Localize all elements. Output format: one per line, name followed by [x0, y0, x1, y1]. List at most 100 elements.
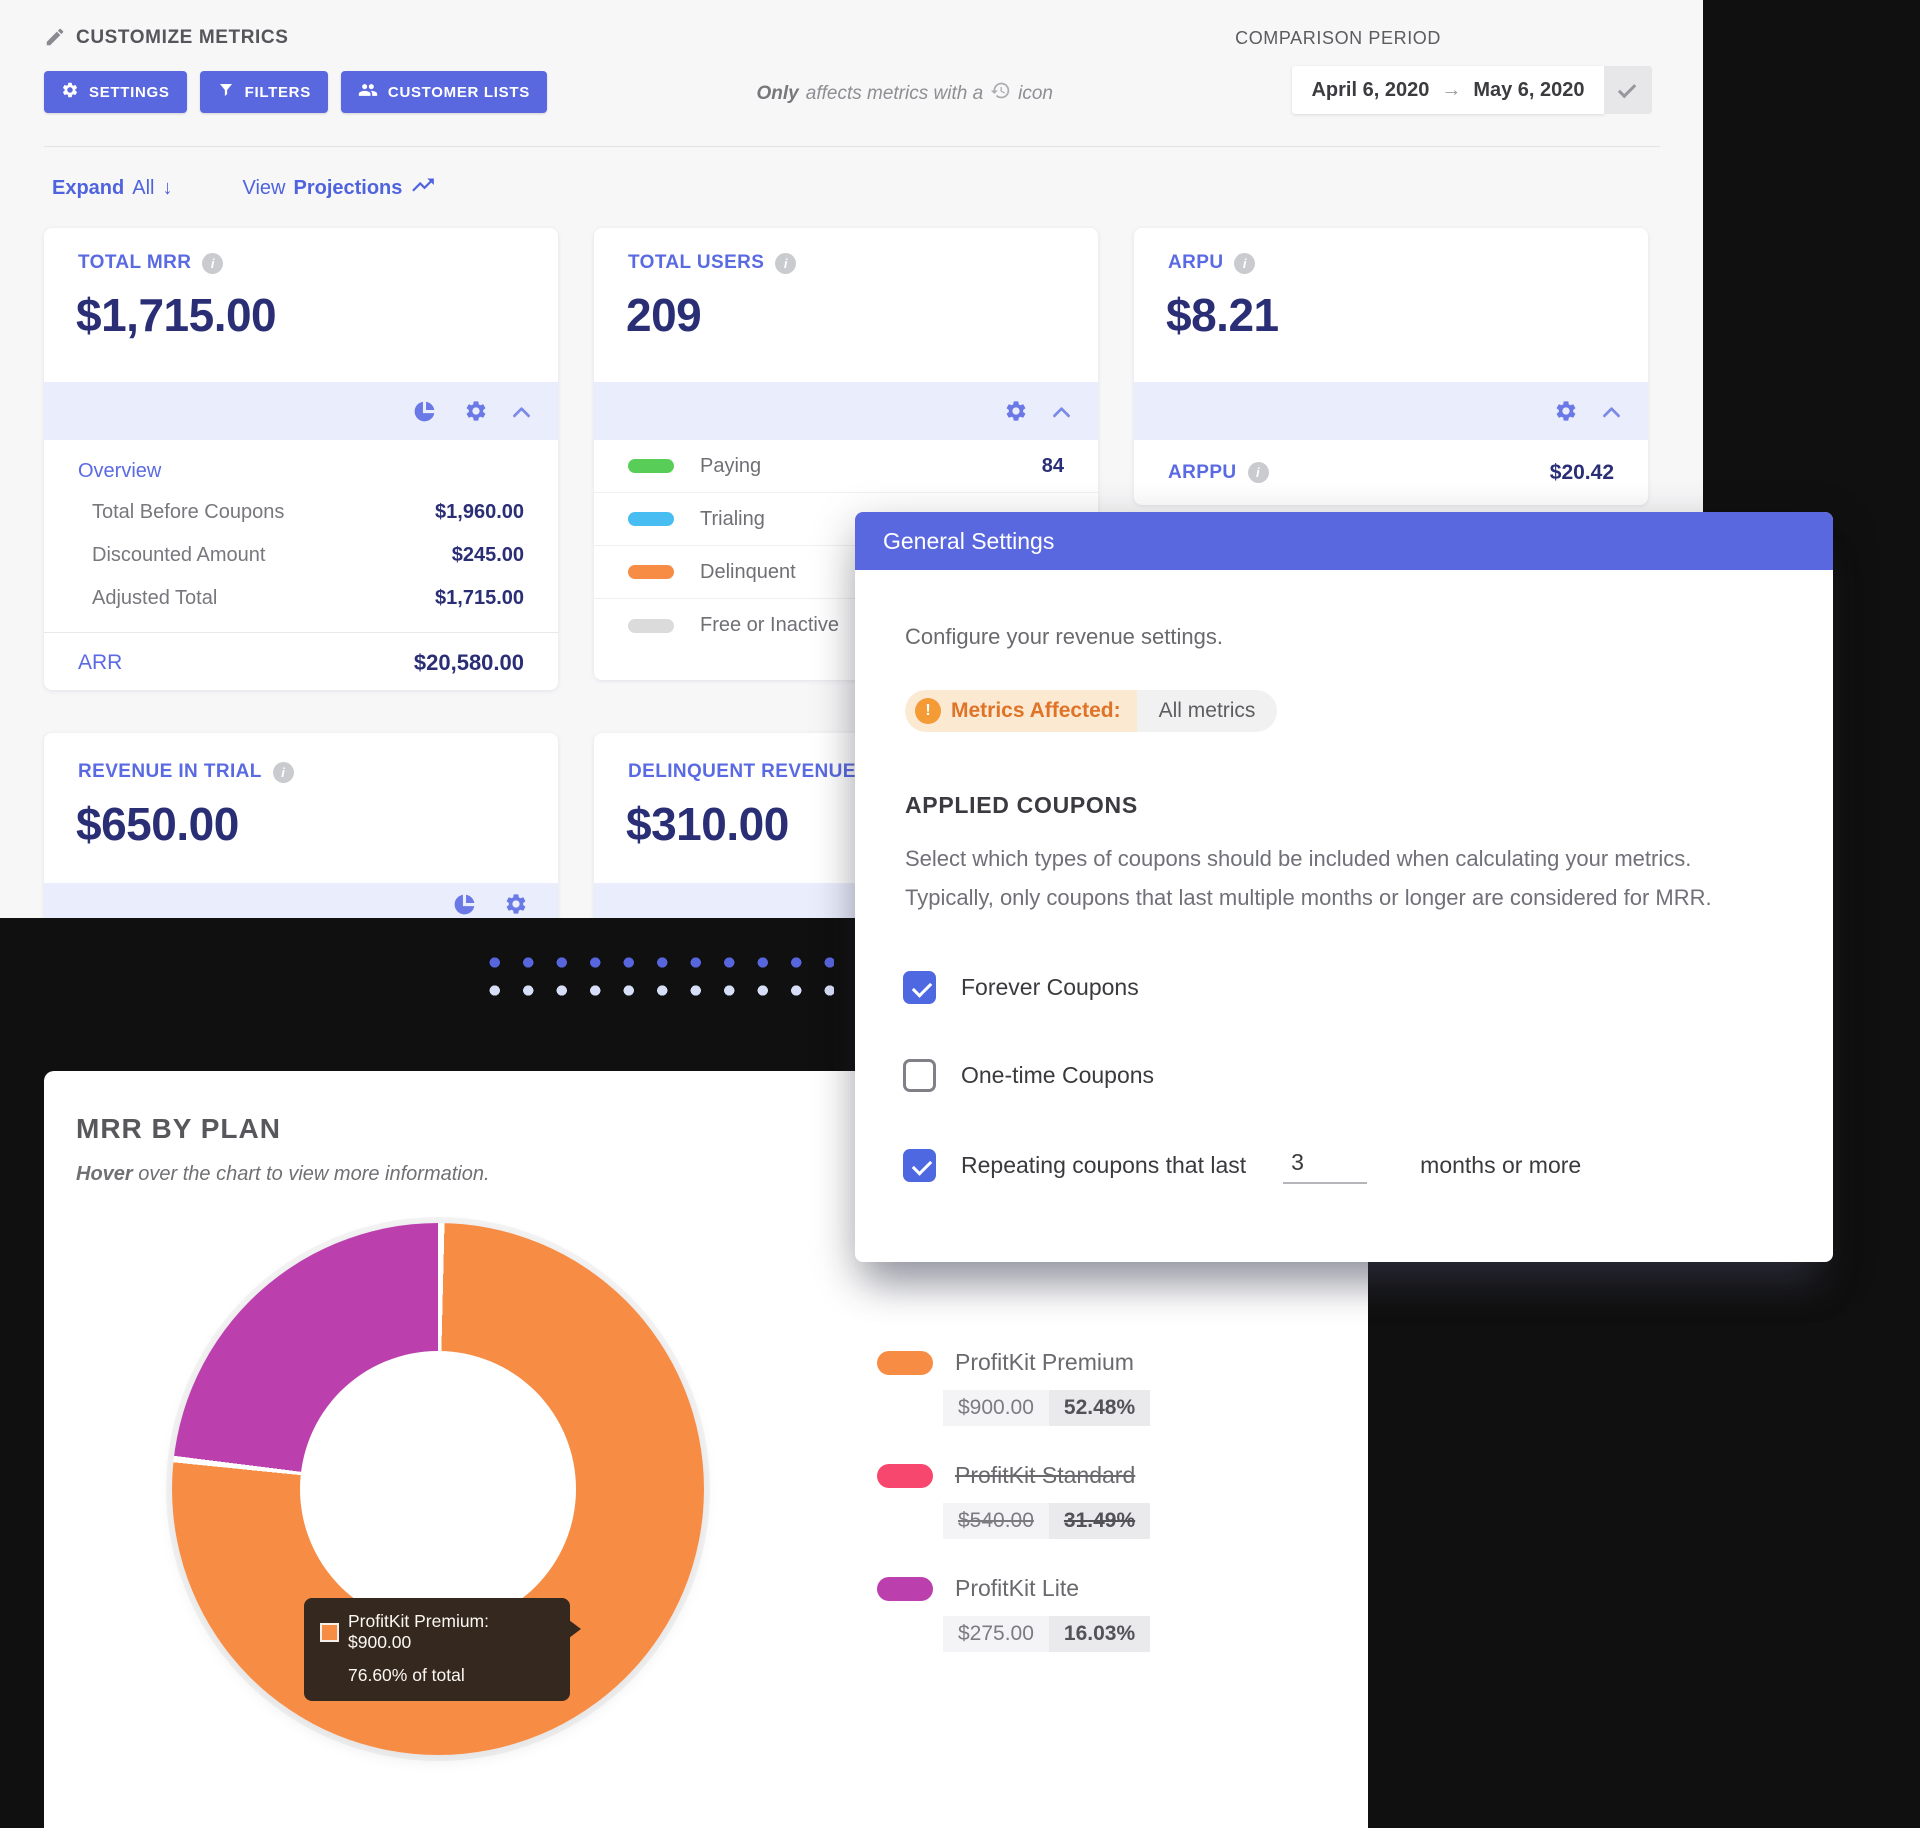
section-title: APPLIED COUPONS: [905, 792, 1138, 818]
revenue-in-trial-card: REVENUE IN TRIAL $650.00: [44, 733, 558, 918]
date-start: April 6, 2020: [1311, 78, 1430, 101]
donut-hole: [300, 1351, 576, 1627]
arpu-value: $8.21: [1166, 289, 1279, 341]
modal-title: General Settings: [883, 527, 1055, 554]
gear-icon[interactable]: [1004, 399, 1028, 423]
total-mrr-card: TOTAL MRR $1,715.00 Overview Total Befor…: [44, 228, 558, 690]
filter-icon: [217, 81, 235, 103]
dots-decoration: [478, 984, 834, 997]
dashboard-toolbar: SETTINGS FILTERS CUSTOMER LISTS: [44, 71, 547, 113]
general-settings-modal: General Settings Configure your revenue …: [855, 512, 1833, 1262]
section-description: Select which types of coupons should be …: [905, 846, 1712, 910]
metrics-affected-badge: ! Metrics Affected: All metrics: [905, 690, 1278, 732]
customer-lists-button[interactable]: CUSTOMER LISTS: [340, 71, 547, 113]
one-time-coupons-row: One-time Coupons: [903, 1059, 1154, 1092]
total-users-value: 209: [626, 289, 702, 341]
apply-date-button[interactable]: [1604, 66, 1652, 114]
chart-legend: ProfitKit Premium $900.00 52.48% ProfitK…: [877, 1349, 1151, 1688]
legend-swatch: [877, 1576, 933, 1601]
legend-amount: $540.00: [943, 1503, 1049, 1539]
settings-button[interactable]: SETTINGS: [44, 71, 187, 113]
info-icon[interactable]: [272, 761, 294, 783]
pie-chart-icon[interactable]: [412, 399, 437, 424]
alert-icon: !: [915, 698, 941, 724]
arr-link[interactable]: ARR: [78, 651, 123, 674]
gear-icon[interactable]: [1554, 399, 1578, 423]
legend-item-premium[interactable]: ProfitKit Premium $900.00 52.48%: [877, 1349, 1151, 1426]
delinquent-revenue-value: $310.00: [626, 798, 789, 850]
breakdown-row: Total Before Coupons $1,960.00: [92, 501, 524, 523]
filters-button[interactable]: FILTERS: [199, 71, 328, 113]
collapse-icon[interactable]: [1602, 405, 1621, 425]
card-title: TOTAL MRR: [78, 252, 224, 274]
view-projections-link[interactable]: View Projections: [242, 172, 436, 204]
card-title: REVENUE IN TRIAL: [78, 761, 294, 783]
expand-links-row: Expand All ↓ View Projections: [52, 172, 436, 204]
card-title: ARPU: [1168, 252, 1256, 274]
one-time-coupons-checkbox[interactable]: [903, 1059, 936, 1092]
legend-item-lite[interactable]: ProfitKit Lite $275.00 16.03%: [877, 1575, 1151, 1652]
overview-link[interactable]: Overview: [78, 460, 162, 482]
arppu-label: ARPPU: [1168, 462, 1269, 484]
tooltip-pointer: [569, 1620, 581, 1638]
chart-hint: Hover over the chart to view more inform…: [76, 1163, 490, 1185]
page-title: CUSTOMIZE METRICS: [76, 27, 289, 48]
arppu-row: ARPPU $20.42: [1134, 440, 1648, 505]
trialing-swatch: [628, 512, 674, 526]
user-segment-row: Trialing: [594, 493, 1098, 546]
collapse-icon[interactable]: [512, 405, 531, 425]
revenue-in-trial-value: $650.00: [76, 798, 239, 850]
paying-swatch: [628, 459, 674, 473]
legend-amount: $900.00: [943, 1390, 1049, 1426]
modal-intro: Configure your revenue settings.: [905, 624, 1223, 649]
comparison-period-label: COMPARISON PERIOD: [1235, 28, 1441, 48]
comparison-note: Only affects metrics with a icon: [757, 80, 1053, 107]
months-input[interactable]: [1283, 1147, 1368, 1184]
comparison-date-range[interactable]: April 6, 2020 → May 6, 2020: [1292, 66, 1604, 114]
chart-tooltip: ProfitKit Premium: $900.00 76.60% of tot…: [304, 1598, 581, 1701]
delinquent-swatch: [628, 565, 674, 579]
tooltip-swatch: [320, 1622, 339, 1642]
user-segment-row: Delinquent: [594, 546, 1098, 599]
user-segment-row: Paying 84: [594, 440, 1098, 493]
card-toolbar: [594, 382, 1098, 440]
users-breakdown: Paying 84 Trialing Delinquent Free or In…: [594, 440, 1098, 652]
collapse-icon[interactable]: [1052, 405, 1071, 425]
info-icon[interactable]: [202, 252, 224, 274]
pencil-icon: [44, 26, 66, 53]
info-icon[interactable]: [1247, 462, 1269, 483]
tooltip-line1: ProfitKit Premium: $900.00: [320, 1611, 554, 1653]
inactive-swatch: [628, 618, 674, 633]
history-icon: [990, 80, 1011, 107]
legend-amount: $275.00: [943, 1616, 1049, 1652]
check-icon: [1617, 79, 1636, 98]
legend-swatch: [877, 1463, 933, 1488]
expand-all-link[interactable]: Expand All ↓: [52, 176, 173, 199]
breakdown-row: Adjusted Total $1,715.00: [92, 587, 524, 609]
user-segment-row: Free or Inactive: [594, 599, 1098, 652]
arr-row: ARR $20,580.00: [78, 650, 524, 675]
gear-icon: [61, 81, 79, 103]
legend-percent: 31.49%: [1048, 1503, 1151, 1539]
chart-title: MRR BY PLAN: [76, 1113, 281, 1144]
gear-icon[interactable]: [464, 399, 488, 423]
card-toolbar: [44, 382, 558, 440]
info-icon[interactable]: [775, 252, 797, 274]
info-icon[interactable]: [1234, 252, 1256, 274]
breakdown-row: Discounted Amount $245.00: [92, 544, 524, 566]
legend-percent: 16.03%: [1048, 1616, 1151, 1652]
repeating-coupons-checkbox[interactable]: [903, 1149, 936, 1182]
people-icon: [358, 80, 378, 104]
arrow-right-icon: →: [1441, 78, 1462, 101]
gear-icon[interactable]: [504, 892, 528, 916]
pie-chart-icon[interactable]: [452, 892, 477, 917]
tooltip-line2: 76.60% of total: [348, 1665, 465, 1685]
dots-decoration: [478, 956, 834, 969]
total-mrr-breakdown: Overview Total Before Coupons $1,960.00 …: [44, 440, 558, 693]
forever-coupons-checkbox[interactable]: [903, 971, 936, 1004]
card-toolbar: [44, 883, 558, 918]
legend-item-standard[interactable]: ProfitKit Standard $540.00 31.49%: [877, 1462, 1151, 1539]
legend-swatch: [877, 1350, 933, 1375]
card-title: TOTAL USERS: [628, 252, 797, 274]
